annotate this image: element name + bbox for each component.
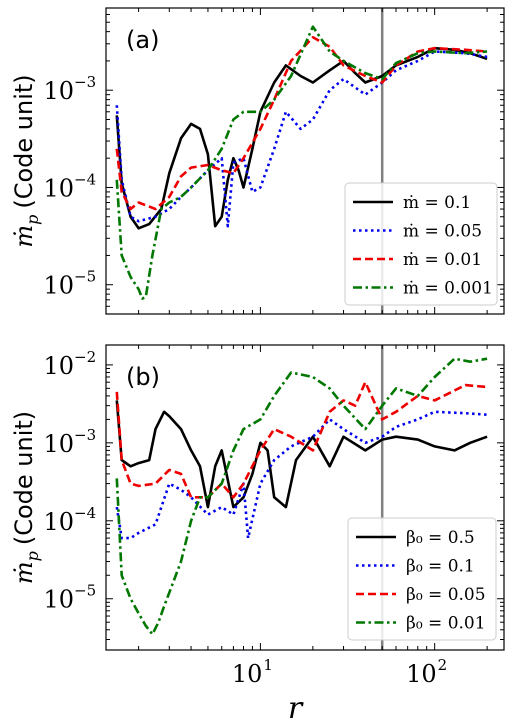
legend-entry-0: ṁ = 0.1 — [403, 193, 471, 213]
x-tick-label: 10 — [232, 660, 263, 688]
y-tick-label: 10 — [43, 272, 74, 300]
series-line-1 — [115, 410, 488, 540]
y-tick-exponent: −4 — [74, 504, 96, 522]
y-label-symbol: ṁ — [10, 225, 38, 248]
legend-box — [347, 517, 497, 641]
y-tick-exponent: −2 — [74, 348, 96, 366]
x-ticks — [138, 345, 488, 650]
legend-entry-1: β₀ = 0.1 — [406, 557, 475, 577]
y-tick-exponent: −5 — [74, 582, 96, 600]
legend-box — [344, 182, 498, 306]
y-tick-exponent: −3 — [74, 426, 96, 444]
x-tick-exponent: 1 — [263, 656, 273, 674]
legend: ṁ = 0.1 ṁ = 0.05 ṁ = 0.01 ṁ = 0.001 — [344, 182, 498, 306]
panel-label: (a) — [126, 26, 159, 54]
x-axis-label: r — [288, 691, 304, 726]
series-line-2 — [115, 380, 488, 499]
x-tick-exponent: 2 — [438, 656, 448, 674]
y-label-unit: (Code unit) — [10, 74, 38, 208]
y-axis-label: ṁp (Code unit) — [10, 74, 42, 247]
y-label-unit: (Code unit) — [10, 411, 38, 545]
legend-entry-1: ṁ = 0.05 — [403, 222, 482, 242]
y-ticks — [106, 7, 504, 307]
panel-label: (b) — [126, 363, 160, 391]
y-tick-label: 10 — [43, 174, 74, 202]
y-label-subscript: p — [23, 215, 42, 225]
y-tick-label: 10 — [43, 586, 74, 614]
y-ticks — [106, 364, 504, 641]
series-line-3 — [115, 357, 488, 636]
series-group — [115, 357, 488, 636]
y-tick-label: 10 — [43, 352, 74, 380]
x-tick-label: 10 — [406, 660, 437, 688]
legend-entry-3: β₀ = 0.01 — [406, 614, 486, 634]
y-tick-exponent: −5 — [74, 268, 96, 286]
y-tick-label: 10 — [43, 77, 74, 105]
legend: β₀ = 0.5 β₀ = 0.1 β₀ = 0.05 β₀ = 0.01 — [347, 517, 497, 641]
y-tick-label: 10 — [43, 508, 74, 536]
y-label-symbol: ṁ — [10, 561, 38, 584]
y-tick-exponent: −4 — [74, 170, 96, 188]
panel-a: 10−310−410 −5ṁp(Code unit)(a)ṁ = 0.1ṁ = 0… — [10, 7, 505, 315]
legend-entry-2: β₀ = 0.05 — [406, 585, 486, 605]
legend-entry-2: ṁ = 0.01 — [403, 250, 482, 270]
series-line-0 — [115, 400, 488, 509]
y-axis-label: ṁp (Code unit) — [10, 411, 42, 584]
legend-entry-0: β₀ = 0.5 — [406, 528, 475, 548]
series-group — [115, 25, 488, 300]
legend-entry-3: ṁ = 0.001 — [403, 279, 493, 299]
y-tick-label: 10 — [43, 430, 74, 458]
series-line-0 — [115, 46, 488, 230]
plot-frame — [105, 7, 505, 315]
series-line-2 — [115, 35, 488, 211]
y-tick-exponent: −3 — [74, 73, 96, 91]
x-ticks — [138, 8, 488, 314]
series-line-3 — [115, 25, 488, 300]
y-label-subscript: p — [23, 551, 42, 561]
